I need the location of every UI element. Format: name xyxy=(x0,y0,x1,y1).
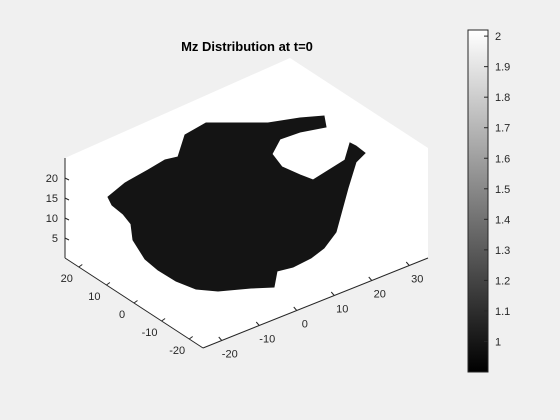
colorbar-tick-label: 1.3 xyxy=(495,245,510,257)
x-tick-mark xyxy=(293,306,298,311)
chart-title: Mz Distribution at t=0 xyxy=(181,39,313,54)
colorbar-tick-group: 1 1.1 1.2 1.3 1.4 1.5 1.6 1.7 1.8 1.9 2 xyxy=(484,31,510,348)
z-tick-mark xyxy=(64,197,70,201)
x-tick-label: -20 xyxy=(222,349,238,361)
z-tick-mark xyxy=(64,217,70,221)
y-tick-label: -10 xyxy=(142,327,158,339)
y-tick-mark xyxy=(188,336,193,340)
colorbar-tick-label: 1.2 xyxy=(495,275,510,287)
z-tick-label: 20 xyxy=(46,173,58,185)
x-tick-label: -10 xyxy=(259,334,275,346)
colorbar-tick-label: 1 xyxy=(495,336,501,348)
z-tick-mark xyxy=(64,177,70,181)
colorbar-tick-label: 1.8 xyxy=(495,92,510,104)
x-axis-line xyxy=(202,257,429,349)
y-tick-group: -20 -10 0 10 20 xyxy=(61,264,193,357)
x-tick-mark xyxy=(255,321,260,326)
y-tick-mark xyxy=(133,300,138,304)
y-tick-mark xyxy=(106,282,111,286)
y-tick-mark xyxy=(161,318,166,322)
y-tick-label: -20 xyxy=(169,345,185,357)
x-tick-mark xyxy=(218,336,223,341)
z-tick-label: 10 xyxy=(46,213,58,225)
x-tick-label: 30 xyxy=(411,274,423,286)
colorbar-tick-label: 1.7 xyxy=(495,123,510,135)
z-tick-label: 15 xyxy=(46,193,58,205)
y-tick-label: 10 xyxy=(88,291,100,303)
x-tick-mark xyxy=(405,261,410,266)
x-tick-group: -20 -10 0 10 20 30 xyxy=(218,261,423,361)
z-tick-mark xyxy=(64,237,70,241)
surface-mz xyxy=(107,115,366,292)
colorbar-tick-label: 1.4 xyxy=(495,214,510,226)
colorbar-tick-label: 1.9 xyxy=(495,62,510,74)
z-tick-group: 5 10 15 20 xyxy=(46,173,70,245)
y-tick-mark xyxy=(78,264,83,268)
colorbar-tick-label: 2 xyxy=(495,31,501,43)
y-tick-label: 20 xyxy=(61,273,73,285)
x-tick-mark xyxy=(330,291,335,296)
colorbar-tick-label: 1.1 xyxy=(495,306,510,318)
y-tick-label: 0 xyxy=(119,309,125,321)
x-tick-label: 10 xyxy=(336,304,348,316)
x-tick-mark xyxy=(368,276,373,281)
colorbar: 1 1.1 1.2 1.3 1.4 1.5 1.6 1.7 1.8 1.9 2 xyxy=(467,29,510,373)
x-tick-label: 0 xyxy=(302,319,308,331)
x-tick-label: 20 xyxy=(374,289,386,301)
colorbar-gradient xyxy=(467,29,489,373)
colorbar-tick-label: 1.5 xyxy=(495,184,510,196)
z-tick-label: 5 xyxy=(52,233,58,245)
colorbar-tick-label: 1.6 xyxy=(495,153,510,165)
